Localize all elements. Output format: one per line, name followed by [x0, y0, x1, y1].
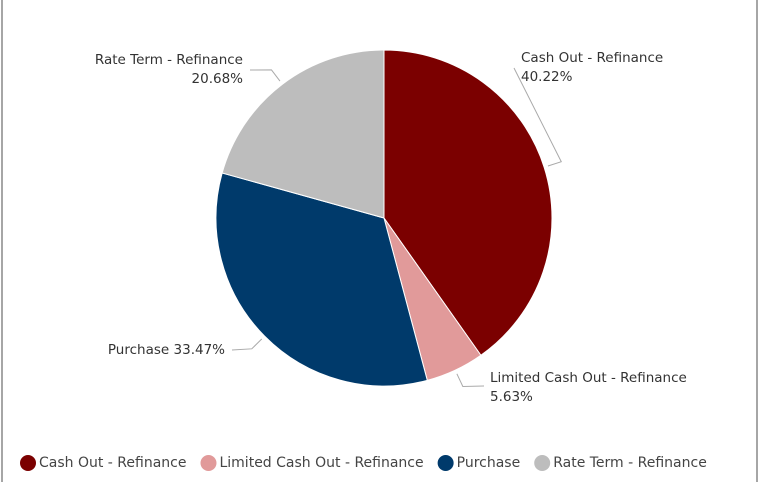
label-value: 40.22% — [521, 69, 573, 85]
label-name: Cash Out - Refinance — [521, 50, 663, 66]
leader-line — [456, 373, 485, 387]
label-value: 5.63% — [490, 389, 533, 405]
legend: Cash Out - Refinance Limited Cash Out - R… — [20, 455, 707, 471]
legend-label: Limited Cash Out - Refinance — [219, 455, 423, 471]
label-name: Rate Term - Refinance — [95, 52, 243, 68]
labels: Cash Out - Refinance 40.22% Limited Cash O… — [95, 50, 687, 405]
legend-label: Purchase — [457, 455, 521, 471]
leader-line — [231, 338, 263, 351]
leader-line — [513, 67, 563, 167]
legend-marker — [437, 455, 454, 471]
legend-marker — [534, 455, 551, 471]
pie — [215, 49, 553, 387]
label-name: Purchase — [108, 342, 169, 358]
label-name: Limited Cash Out - Refinance — [490, 370, 687, 386]
pie-slice — [383, 49, 553, 356]
legend-marker — [200, 455, 217, 471]
label-value: 33.47% — [174, 342, 226, 358]
legend-label: Cash Out - Refinance — [39, 455, 186, 471]
legend-marker — [20, 455, 36, 471]
pie-slice — [221, 49, 385, 219]
label-value: 20.68% — [192, 71, 244, 87]
legend-label: Rate Term - Refinance — [553, 455, 707, 471]
data-label: Purchase 33.47% — [108, 342, 225, 358]
pie-slice — [215, 172, 428, 387]
leader-line — [249, 69, 281, 82]
